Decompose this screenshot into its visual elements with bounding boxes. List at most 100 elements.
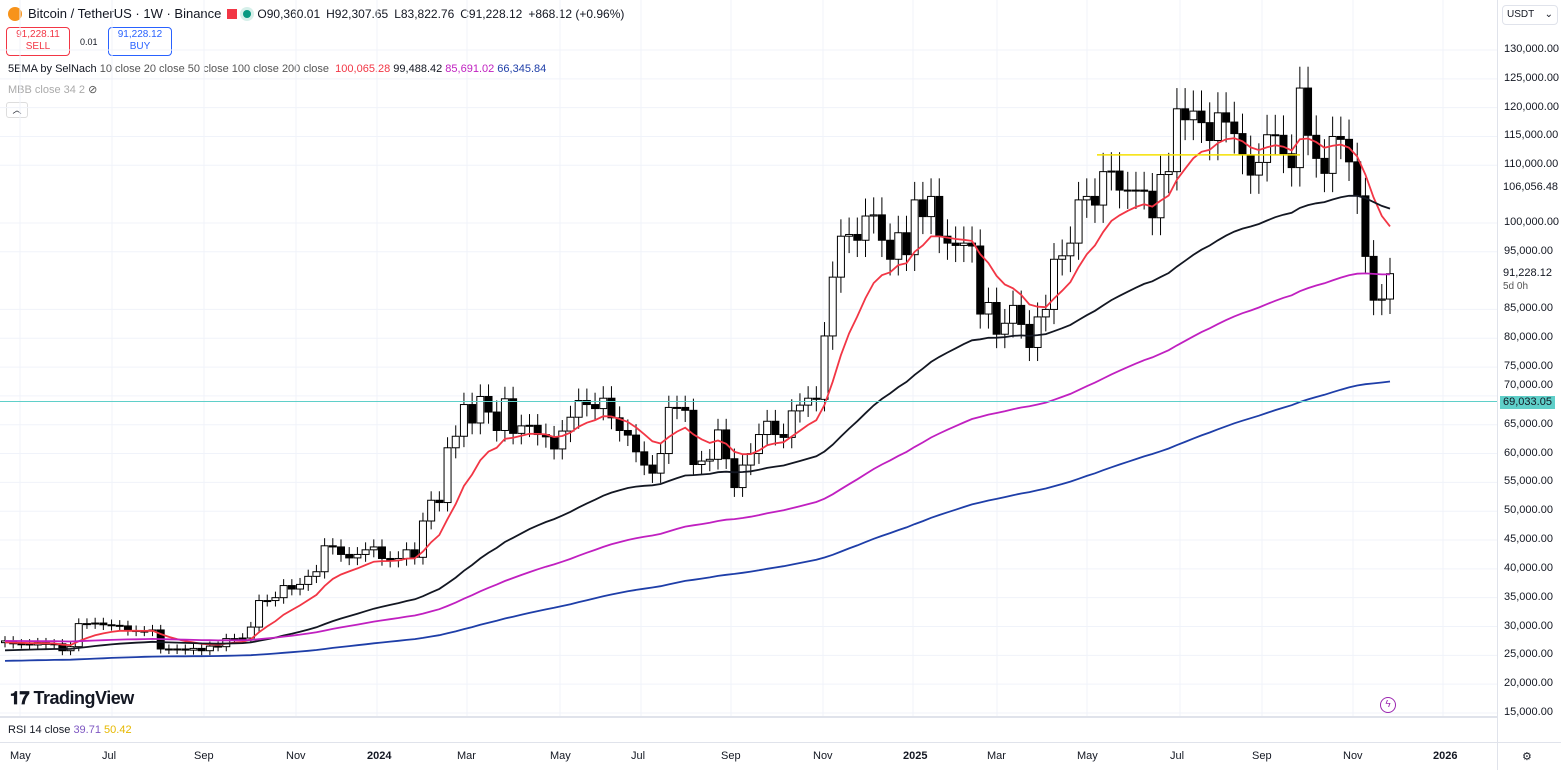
price-scale[interactable]: USDT ⌄ 130,000.00 125,000.00 120,000.00 115… — [1497, 0, 1561, 770]
ohlc-high: H92,307.65 — [326, 6, 389, 21]
candle-body — [697, 460, 706, 466]
candle-body — [74, 623, 83, 648]
candle-body — [337, 546, 346, 555]
price-tick: 80,000.00 — [1504, 331, 1553, 344]
candle-body — [861, 215, 870, 241]
candle-body — [1181, 108, 1190, 121]
price-tick: 40,000.00 — [1504, 561, 1553, 574]
chevron-down-icon: ⌄ — [1544, 9, 1553, 20]
collapse-legend-button[interactable]: ︿ — [6, 102, 28, 118]
candle-body — [1205, 122, 1214, 142]
candle-body — [369, 546, 378, 551]
candle-body — [828, 276, 837, 337]
candle-body — [894, 232, 903, 260]
candle-body — [427, 499, 436, 522]
candle-body — [246, 626, 255, 639]
candle-body — [795, 404, 804, 412]
settings-gear-icon[interactable]: ⚙ — [1522, 751, 1532, 763]
candle-body — [476, 395, 485, 424]
candle-body — [1304, 87, 1313, 136]
price-tick: 85,000.00 — [1504, 302, 1553, 315]
candle-body — [82, 623, 91, 626]
hidden-eye-icon[interactable]: ⊘ — [88, 84, 98, 96]
candle-body — [836, 235, 845, 278]
buy-button[interactable]: 91,228.12 BUY — [108, 27, 172, 56]
candle-body — [1336, 135, 1345, 140]
candle-body — [296, 583, 305, 590]
candle-body — [484, 395, 493, 413]
candle-body — [574, 400, 583, 418]
price-tick: 20,000.00 — [1504, 677, 1553, 690]
candle-body — [468, 404, 477, 424]
ema-legend[interactable]: 5EMA by SelNach 10 close 20 close 50 clo… — [8, 63, 546, 75]
candle-body — [304, 575, 313, 585]
candle-body — [418, 520, 427, 558]
candle-body — [713, 429, 722, 460]
tradingview-logo: 𝟏𝟕 TradingView — [10, 688, 134, 709]
time-tick: Sep — [1252, 750, 1272, 762]
candle-body — [17, 643, 26, 646]
ema-name: 5EMA by SelNach — [8, 63, 97, 75]
candle-body — [910, 199, 919, 256]
time-tick: Jul — [631, 750, 646, 762]
lightning-icon[interactable]: ϟ — [1380, 697, 1396, 713]
candle-body — [943, 235, 952, 244]
candle-body — [255, 600, 264, 628]
spread: 0.01 — [80, 37, 98, 47]
candle-body — [582, 400, 591, 406]
mbb-name: MBB close 34 2 — [8, 84, 86, 96]
candle-body — [361, 549, 370, 555]
candle-body — [664, 406, 673, 455]
currency-select[interactable]: USDT ⌄ — [1502, 5, 1558, 25]
candle-body — [1090, 195, 1099, 206]
candle-body — [771, 420, 780, 436]
candle-body — [1189, 110, 1198, 121]
time-tick: Sep — [721, 750, 741, 762]
candle-body — [1222, 112, 1231, 123]
candle-body — [705, 458, 714, 462]
mbb-legend[interactable]: MBB close 34 2 ⊘ — [8, 83, 97, 96]
candle-body — [1254, 161, 1263, 176]
candle-body — [99, 622, 108, 626]
flag-icon[interactable] — [227, 8, 238, 19]
candle-body — [599, 397, 608, 410]
candle-body — [812, 397, 821, 400]
buy-price: 91,228.12 — [117, 29, 163, 40]
tv-logo-icon: 𝟏𝟕 — [10, 688, 34, 708]
price-chart[interactable] — [0, 0, 1497, 740]
last-price-label: 91,228.12 5d 0h — [1500, 266, 1555, 293]
rsi-ma-value: 50.42 — [104, 724, 132, 736]
candle-body — [1066, 242, 1075, 257]
candle-body — [1238, 133, 1247, 156]
price-tick: 130,000.00 — [1504, 43, 1560, 55]
time-axis-border — [0, 742, 1561, 743]
candle-body — [935, 195, 944, 237]
candle-body — [214, 645, 223, 648]
candle-body — [1123, 189, 1132, 192]
candle-body — [976, 245, 985, 315]
price-tick: 125,000.00 — [1504, 71, 1560, 84]
candle-body — [279, 585, 288, 599]
candle-body — [1361, 195, 1370, 257]
ema-50-line — [4, 194, 1391, 652]
sell-button[interactable]: 91,228.11 SELL — [6, 27, 70, 56]
rsi-legend[interactable]: RSI 14 close 39.71 50.42 — [8, 724, 132, 736]
time-tick: Mar — [987, 750, 1006, 762]
candle-body — [558, 430, 567, 450]
candle-body — [1156, 174, 1165, 219]
candle-body — [853, 233, 862, 241]
time-tick: May — [10, 750, 31, 762]
candle-body — [115, 624, 124, 627]
symbol-title[interactable]: Bitcoin / TetherUS · 1W · Binance — [28, 6, 222, 21]
ema-200-line — [4, 380, 1391, 662]
candle-body — [591, 404, 600, 410]
candle-body — [869, 214, 878, 217]
candle-body — [205, 645, 214, 652]
candle-body — [886, 239, 895, 260]
candle-body — [1197, 110, 1206, 124]
price-tick: 65,000.00 — [1504, 417, 1553, 430]
candle-body — [746, 453, 755, 466]
pane-divider[interactable] — [0, 716, 1497, 718]
candle-body — [640, 451, 649, 466]
candle-body — [1009, 304, 1018, 324]
